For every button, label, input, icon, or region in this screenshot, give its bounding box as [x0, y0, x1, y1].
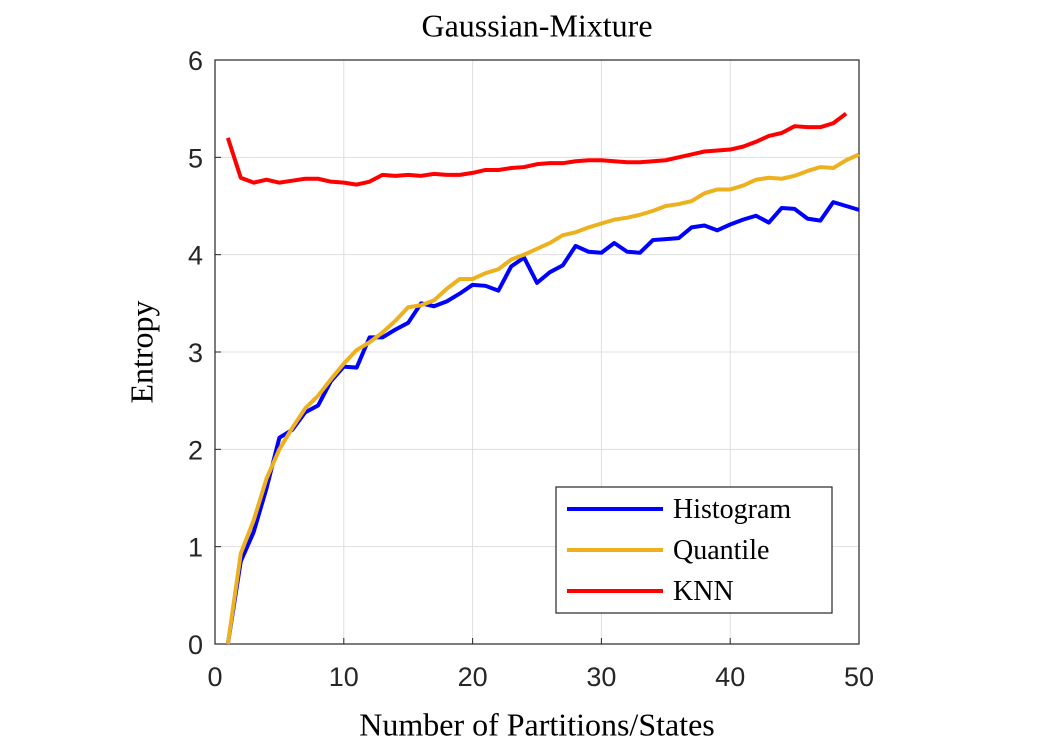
- legend-label: KNN: [673, 576, 734, 607]
- y-tick-label: 0: [188, 630, 203, 660]
- x-axis-label: Number of Partitions/States: [359, 706, 715, 742]
- line-series: [225, 111, 848, 187]
- x-tick-label: 0: [207, 662, 222, 692]
- y-tick-label: 5: [188, 143, 203, 173]
- x-tick-label: 50: [844, 662, 874, 692]
- x-tick-label: 30: [586, 662, 616, 692]
- legend-label: Quantile: [673, 535, 769, 566]
- chart-title: Gaussian-Mixture: [421, 7, 652, 43]
- y-tick-label: 3: [188, 338, 203, 368]
- y-axis-label: Entropy: [123, 300, 159, 403]
- x-tick-label: 10: [329, 662, 359, 692]
- line-series: [225, 152, 860, 645]
- axes-box: [214, 59, 860, 645]
- x-tick-label: 20: [458, 662, 488, 692]
- legend-label: Histogram: [673, 494, 791, 525]
- y-tick-label: 6: [188, 46, 203, 76]
- y-tick-label: 1: [188, 533, 203, 563]
- y-tick-label: 4: [188, 241, 203, 271]
- x-tick-label: 40: [715, 662, 745, 692]
- y-tick-label: 2: [188, 435, 203, 465]
